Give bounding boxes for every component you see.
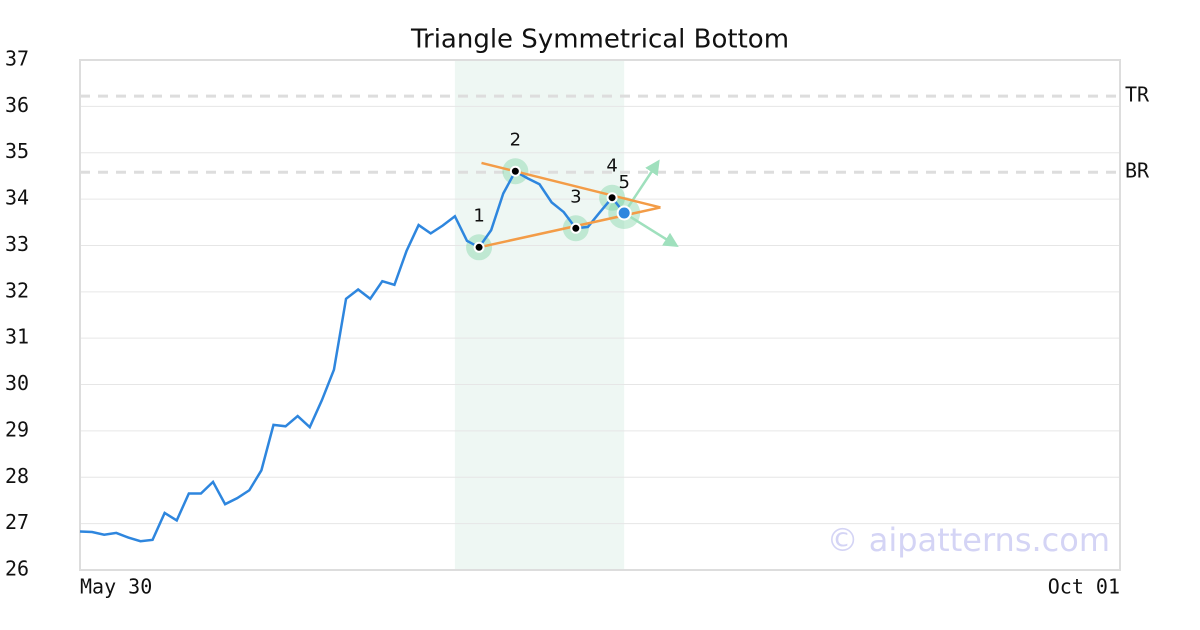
y-tick-label: 33	[5, 232, 29, 256]
pattern-label: 5	[618, 172, 629, 193]
projection-arrow	[623, 159, 660, 214]
y-tick-label: 27	[5, 510, 29, 534]
level-label: BR	[1125, 159, 1150, 183]
pattern-point	[606, 192, 618, 204]
highlight-region	[454, 60, 625, 570]
y-tick-label: 30	[5, 371, 29, 395]
pattern-point	[509, 165, 521, 177]
y-tick-label: 32	[5, 278, 29, 302]
pattern-label: 4	[606, 156, 617, 177]
price-line	[79, 169, 626, 543]
chart-title: Triangle Symmetrical Bottom	[410, 25, 789, 55]
x-tick-label: Oct 01	[1048, 575, 1120, 599]
y-tick-label: 28	[5, 464, 29, 488]
pattern-label: 3	[570, 186, 581, 207]
y-tick-label: 34	[5, 186, 29, 210]
level-label: TR	[1125, 83, 1150, 107]
x-tick-label: May 30	[80, 575, 152, 599]
pattern-point	[473, 241, 485, 253]
pattern-point	[616, 205, 632, 221]
y-tick-label: 36	[5, 93, 29, 117]
pattern-label: 1	[473, 205, 484, 226]
y-tick-label: 35	[5, 139, 29, 163]
projection-arrow	[623, 211, 679, 248]
plot-frame	[79, 59, 1121, 571]
pattern-point	[570, 222, 582, 234]
y-tick-label: 29	[5, 417, 29, 441]
y-tick-label: 37	[5, 47, 29, 71]
y-tick-label: 26	[5, 557, 29, 581]
watermark: © aipatterns.com	[827, 521, 1110, 559]
y-tick-label: 31	[5, 325, 29, 349]
pattern-label: 2	[510, 129, 521, 150]
